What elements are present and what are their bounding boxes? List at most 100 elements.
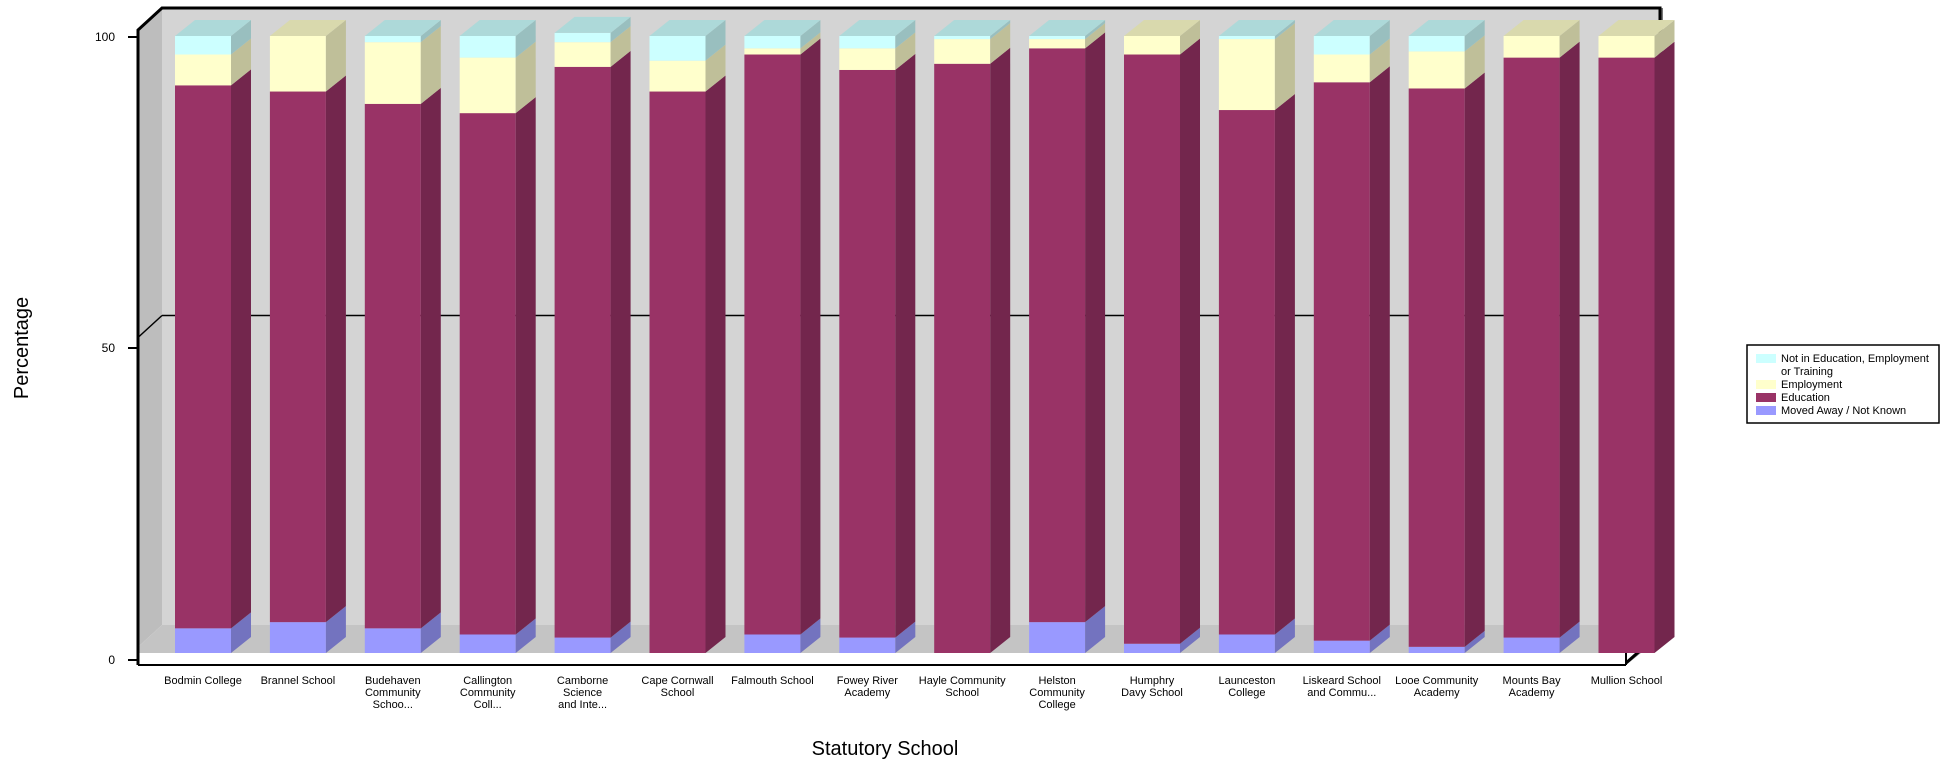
bar-segment: [1598, 57, 1655, 654]
bar-segment-side: [1559, 20, 1580, 58]
bar-segment: [1408, 51, 1465, 89]
bar-segment-side: [1274, 94, 1295, 635]
y-tick-label: 100: [95, 30, 115, 44]
bar-segment-side: [325, 75, 346, 623]
bar-segment-side: [325, 20, 346, 92]
bar-segment: [175, 85, 231, 629]
bar-segment-side: [705, 20, 726, 61]
bar-segment: [459, 57, 516, 114]
x-tick-label-line: Academy: [1414, 687, 1460, 699]
bar-stack: [744, 20, 821, 653]
legend-box: [1746, 344, 1940, 424]
bar-segment: [744, 634, 801, 653]
legend-label-line: Employment: [1781, 379, 1842, 391]
bar-segment-side: [1654, 41, 1675, 654]
y-axis-title: Percentage: [11, 297, 33, 399]
x-tick-label-line: Science: [563, 687, 602, 699]
bar-stack: [1124, 20, 1200, 653]
bar-segment: [1218, 36, 1275, 40]
bar-segment: [839, 637, 896, 653]
bar-segment: [1029, 622, 1086, 653]
bar-top: [554, 16, 631, 33]
bar-segment: [1408, 88, 1465, 647]
bar-segment: [1218, 110, 1275, 635]
x-tick-label: Bodmin College: [164, 675, 242, 687]
bar-top: [1029, 20, 1106, 36]
bar-stack: [1218, 20, 1295, 653]
legend-swatch: [1756, 393, 1776, 402]
bar-segment-side: [610, 26, 631, 67]
bar-top: [649, 20, 726, 36]
bar-segment-side: [231, 612, 251, 653]
bar-segment-side: [1369, 38, 1390, 83]
bar-segment: [554, 637, 611, 653]
x-tick-label-line: School: [661, 687, 695, 699]
bar-segment: [1503, 57, 1560, 638]
bar-segment-side: [1180, 627, 1200, 653]
bar-segment-side: [1654, 20, 1675, 58]
x-tick-label-line: College: [1038, 699, 1075, 711]
bar-segment: [744, 54, 801, 635]
bar-segment: [1598, 36, 1655, 58]
y-tick-label: 0: [108, 653, 115, 667]
legend-label: Employment: [1781, 379, 1842, 391]
y-axis: 0 50 100: [95, 30, 140, 667]
bar-segment-side: [1274, 23, 1295, 111]
legend: Not in Education, Employment or TrainingE…: [1746, 344, 1940, 424]
bar-stack: [1029, 20, 1106, 653]
bar-segment-side: [990, 23, 1011, 64]
x-tick-label-line: Academy: [1509, 687, 1555, 699]
x-tick-label-line: Bodmin College: [164, 675, 242, 687]
bar-top: [934, 20, 1011, 36]
bar-segment: [839, 69, 896, 638]
bar-segment-side: [420, 26, 441, 104]
legend-label: Moved Away / Not Known: [1781, 405, 1906, 417]
legend-label-line: Not in Education, Employment: [1781, 353, 1929, 365]
bar-stack: [839, 20, 916, 653]
bar-segment-side: [420, 612, 441, 653]
bar-top: [175, 20, 251, 36]
x-axis-title: Statutory School: [812, 738, 959, 760]
bar-stack: [175, 20, 251, 653]
x-tick-label-line: Community: [365, 687, 421, 699]
x-tick-label-line: Launceston: [1218, 675, 1275, 687]
legend-label-line: Education: [1781, 392, 1830, 404]
bar-top: [1503, 20, 1580, 36]
bar-segment-side: [1085, 32, 1106, 623]
bar-segment-side: [705, 44, 726, 92]
bar-segment-side: [1464, 20, 1485, 52]
bar-segment-side: [1369, 624, 1390, 653]
x-tick-label-line: Camborne: [557, 675, 608, 687]
bar-top: [839, 20, 916, 36]
x-tick-label: Hayle Community School: [919, 675, 1006, 699]
legend-label-line: Moved Away / Not Known: [1781, 405, 1906, 417]
x-tick-label-line: and Commu...: [1307, 687, 1376, 699]
bar-segment: [1124, 54, 1180, 644]
x-tick-label: Budehaven Community Schoo...: [365, 675, 421, 711]
bar-top: [1313, 20, 1390, 36]
bar-top: [1218, 20, 1295, 36]
bar-segment: [649, 91, 706, 653]
bar-segment-side: [1464, 72, 1485, 647]
bar-segment: [1218, 634, 1275, 653]
bar-segment-side: [1559, 41, 1580, 638]
bar-stack: [459, 20, 536, 653]
bar-segment: [269, 91, 326, 623]
bar-segment-side: [800, 32, 821, 55]
bar-segment: [1218, 39, 1275, 111]
bar-segment-side: [1085, 23, 1106, 49]
bar-segment: [1313, 640, 1370, 653]
x-tick-label-line: Budehaven: [365, 675, 421, 687]
bar-segment: [1124, 643, 1180, 653]
x-tick-label-line: and Inte...: [558, 699, 607, 711]
bar-segment: [175, 628, 231, 653]
x-tick-label-line: Mounts Bay: [1503, 675, 1562, 687]
bar-segment-side: [990, 47, 1011, 653]
bar-segment-side: [231, 38, 251, 86]
x-tick-label: Mounts Bay Academy: [1503, 675, 1562, 699]
x-tick-label-line: Schoo...: [373, 699, 413, 711]
bar-segment: [649, 36, 706, 61]
bar-segment: [839, 36, 896, 49]
x-tick-label-line: Community: [460, 687, 516, 699]
